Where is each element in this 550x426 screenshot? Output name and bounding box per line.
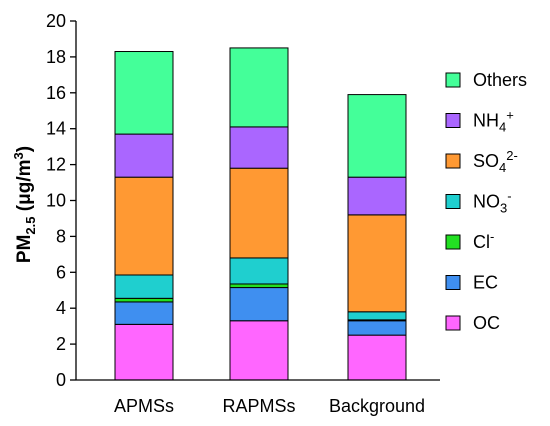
bar-segment-background-nh4 [347,176,407,216]
legend-item-cl: Cl- [445,229,494,252]
y-tick-label: 16 [46,83,66,103]
y-axis-title-subscript: 2.5 [23,217,38,235]
bar-segment-apmss-ec [114,301,174,325]
y-tick-label: 0 [56,370,66,390]
bar-segment-apmss-so42 [114,176,174,276]
x-tick-label-rapmss: RAPMSs [222,396,295,416]
legend-label: Cl- [473,229,494,252]
bar-segment-background-so42 [347,214,407,313]
bar-segment-rapmss-nh4 [229,126,289,169]
legend-swatch [445,194,461,209]
y-tick-label: 12 [46,155,66,175]
legend-swatch [445,315,461,331]
y-axis-title-unit: (μg/m [14,159,35,216]
bar-stack-rapmss [229,47,289,381]
bar-segment-apmss-cl [114,297,174,303]
y-tick-label: 18 [46,47,66,67]
bar-segment-apmss-no3 [114,274,174,299]
legend-swatch [445,72,461,88]
legend-item-no3: NO3- [445,189,512,216]
y-axis-title-main: PM [14,235,35,264]
legend: Others NH4+ SO42- NO3- Cl- EC OC [445,70,527,333]
legend-item-ec: EC [445,273,498,293]
legend-label: EC [473,273,498,293]
bar-segment-background-oc [347,334,407,381]
x-tick-label-apmss: APMSs [114,396,174,416]
bar-segment-rapmss-others [229,47,289,128]
y-axis: 0 2 4 6 8 10 12 14 16 18 20 [46,11,77,390]
bar-segment-background-others [347,94,407,178]
legend-label: Others [473,70,527,90]
bar-stack-background [347,94,407,381]
y-axis-title-unit-superscript: 3 [11,152,26,159]
legend-item-oc: OC [445,313,500,333]
bar-segment-apmss-oc [114,323,174,381]
bar-segment-apmss-nh4 [114,133,174,178]
y-tick-label: 2 [56,334,66,354]
y-tick-label: 6 [56,262,66,282]
y-tick-label: 4 [56,298,66,318]
y-tick-label: 10 [46,191,66,211]
legend-item-others: Others [445,70,527,90]
bar-segment-rapmss-cl [229,283,289,289]
legend-item-nh4: NH4+ [445,108,514,135]
y-axis-title-unit-close: ) [14,146,35,152]
y-axis-label: PM2.5 (μg/m3) [11,146,38,263]
bar-segment-rapmss-oc [229,320,289,381]
y-tick-label: 14 [46,119,66,139]
legend-label: SO42- [473,148,518,175]
bar-segment-rapmss-ec [229,287,289,322]
legend-swatch [445,153,461,169]
x-axis: APMSs RAPMSs Background [76,379,440,416]
legend-swatch [445,113,461,128]
legend-label: NO3- [473,189,512,216]
bar-segment-apmss-others [114,51,174,135]
legend-label: OC [473,313,500,333]
x-tick-label-background: Background [329,396,425,416]
bar-segment-background-ec [347,320,407,336]
bar-segment-background-no3 [347,311,407,321]
bar-segment-rapmss-so42 [229,167,289,259]
y-tick-label: 8 [56,226,66,246]
bars [114,47,407,381]
y-axis-title: PM2.5 (μg/m3) [11,146,38,263]
legend-swatch [445,275,461,290]
legend-item-so42: SO42- [445,148,518,175]
bar-stack-apmss [114,51,174,381]
legend-label: NH4+ [473,108,514,135]
y-tick-label: 20 [46,11,66,31]
legend-swatch [445,234,461,250]
bar-segment-rapmss-no3 [229,257,289,285]
